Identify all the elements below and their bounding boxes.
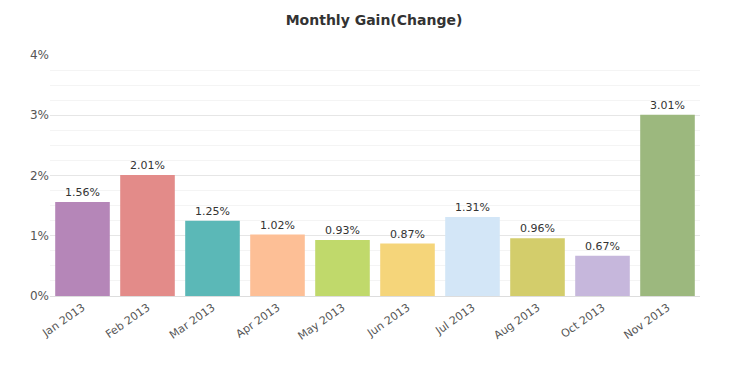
svg-text:Nov 2013: Nov 2013 xyxy=(622,301,673,342)
svg-text:0.67%: 0.67% xyxy=(585,240,620,253)
svg-text:2%: 2% xyxy=(30,169,49,183)
svg-text:Aug 2013: Aug 2013 xyxy=(492,301,543,342)
svg-text:0.93%: 0.93% xyxy=(325,224,360,237)
svg-text:0%: 0% xyxy=(30,289,49,303)
svg-text:1.02%: 1.02% xyxy=(260,219,295,232)
svg-text:Jun 2013: Jun 2013 xyxy=(364,301,412,340)
svg-text:1%: 1% xyxy=(30,229,49,243)
svg-text:1.25%: 1.25% xyxy=(195,205,230,218)
svg-text:0.87%: 0.87% xyxy=(390,228,425,241)
svg-text:0.96%: 0.96% xyxy=(520,222,555,235)
svg-text:Oct 2013: Oct 2013 xyxy=(559,301,608,341)
svg-text:Jul 2013: Jul 2013 xyxy=(432,301,477,338)
svg-text:Feb 2013: Feb 2013 xyxy=(103,301,152,341)
svg-text:3%: 3% xyxy=(30,108,49,122)
svg-text:1.56%: 1.56% xyxy=(65,186,100,199)
svg-text:May 2013: May 2013 xyxy=(295,301,347,343)
svg-text:Monthly Gain(Change): Monthly Gain(Change) xyxy=(286,12,463,28)
svg-text:Mar 2013: Mar 2013 xyxy=(167,301,217,342)
svg-text:2.01%: 2.01% xyxy=(130,159,165,172)
svg-text:3.01%: 3.01% xyxy=(650,99,685,112)
svg-text:1.31%: 1.31% xyxy=(455,201,490,214)
svg-text:4%: 4% xyxy=(30,48,49,62)
svg-text:Jan 2013: Jan 2013 xyxy=(39,301,87,340)
svg-text:Apr 2013: Apr 2013 xyxy=(234,301,283,341)
